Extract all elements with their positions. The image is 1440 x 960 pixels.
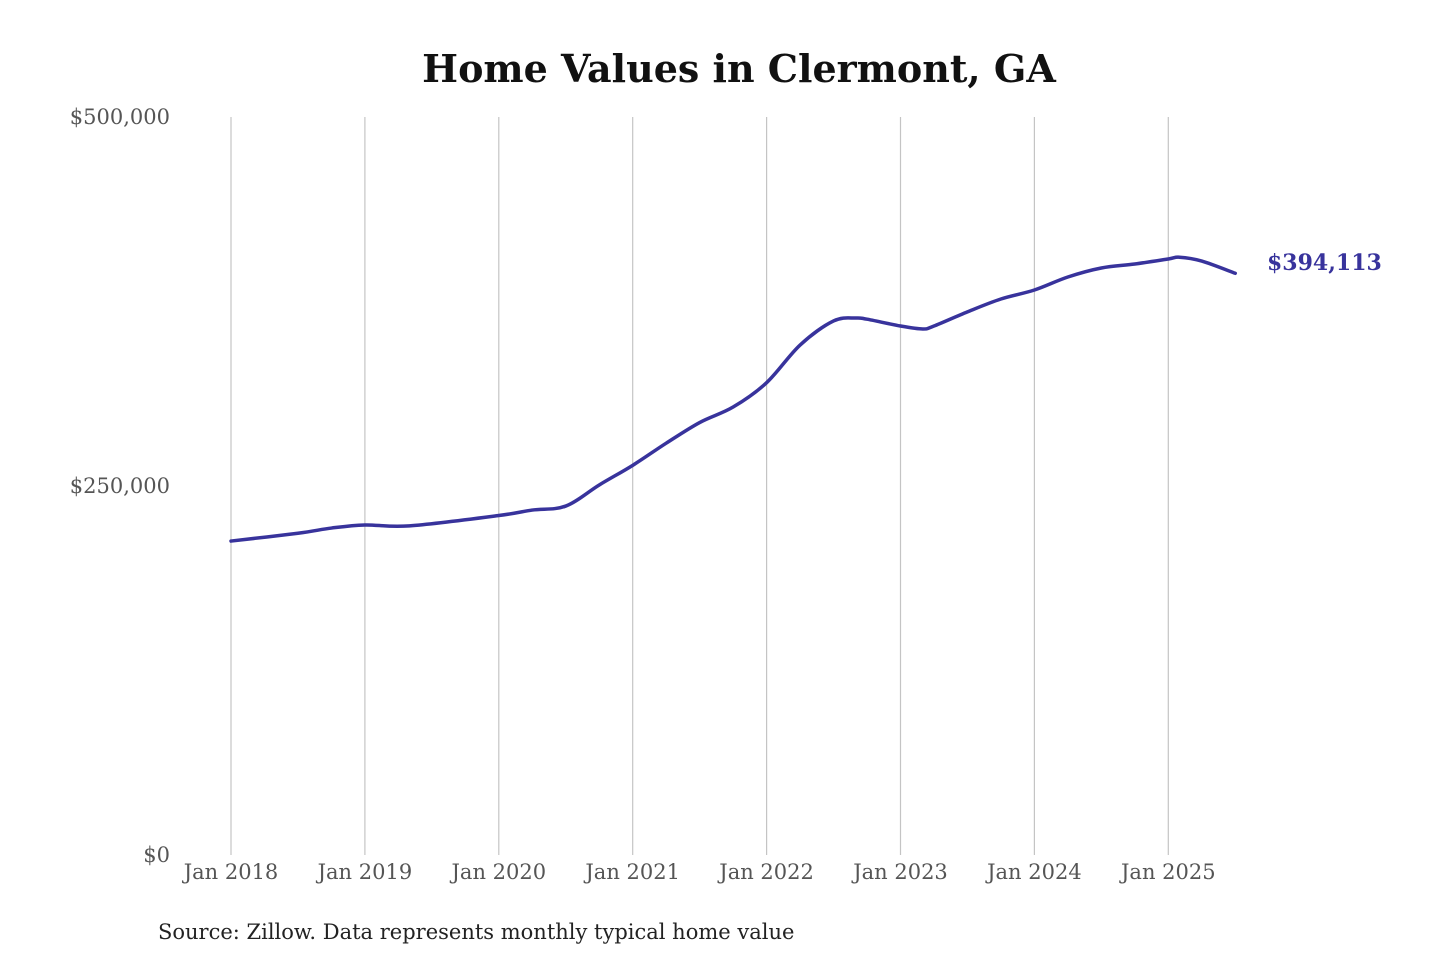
chart-title: Home Values in Clermont, GA (422, 46, 1056, 91)
x-tick-label: Jan 2018 (182, 860, 279, 884)
end-value-label: $394,113 (1267, 250, 1382, 276)
y-tick-label: $0 (143, 843, 170, 867)
x-axis: Jan 2018 Jan 2019 Jan 2020 Jan 2021 Jan 2022… (182, 860, 1216, 884)
series-line (229, 255, 1237, 543)
x-tick-label: Jan 2025 (1119, 860, 1216, 884)
x-tick-label: Jan 2022 (717, 860, 814, 884)
x-tick-label: Jan 2019 (316, 860, 413, 884)
y-axis: $0 $250,000 $500,000 (70, 105, 170, 867)
x-tick-label: Jan 2020 (450, 860, 547, 884)
grid (230, 117, 1169, 855)
source-note: Source: Zillow. Data represents monthly … (158, 920, 794, 944)
x-tick-label: Jan 2024 (985, 860, 1082, 884)
y-tick-label: $500,000 (70, 105, 170, 129)
x-tick-label: Jan 2023 (851, 860, 948, 884)
y-tick-label: $250,000 (70, 474, 170, 498)
x-tick-label: Jan 2021 (583, 860, 680, 884)
